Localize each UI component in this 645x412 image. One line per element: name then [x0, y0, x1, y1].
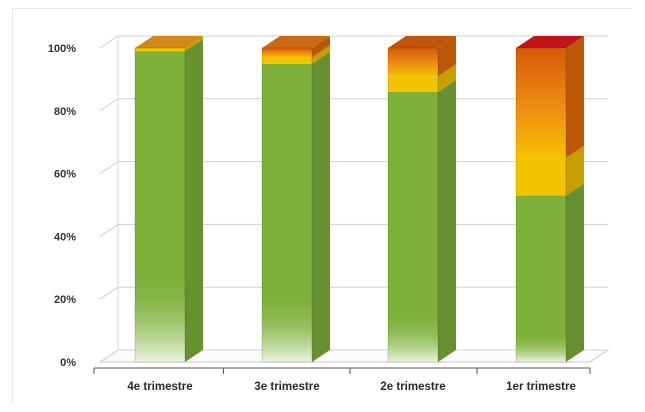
bar-segment-side: [312, 45, 330, 64]
bar-segment-side: [312, 51, 330, 362]
y-tick-label: 80%: [54, 106, 76, 118]
bar-segment: [516, 48, 566, 158]
bar-segment-side: [566, 145, 584, 196]
y-tick-label: 100%: [48, 43, 76, 55]
bar-top: [516, 36, 584, 48]
bar-segment-highlight: [516, 332, 566, 362]
bar-segment-side: [438, 64, 456, 92]
x-tick-label: 1er trimestre: [506, 381, 576, 393]
label-layer: 4e trimestre 3e trimestre 2e trimestre 1er …: [127, 381, 575, 393]
bar-outline: [387, 47, 439, 363]
gridline-depth: [99, 223, 119, 237]
bar-segment-highlight: [135, 272, 185, 362]
bar-outline: [134, 47, 186, 363]
y-tick-label: 60%: [54, 169, 76, 181]
bar-outline: [261, 47, 313, 363]
gridline-depth: [99, 161, 119, 175]
bar-segment-side: [185, 36, 203, 52]
bar-group: [261, 36, 330, 363]
bar-segment: [262, 48, 312, 58]
bar-segment: [135, 48, 185, 52]
bar-segment: [388, 48, 438, 77]
axis-layer: 0% 20% 40% 60% 80% 100%: [48, 43, 591, 374]
x-tick-label: 2e trimestre: [380, 381, 445, 393]
bar-segment: [516, 157, 566, 196]
x-tick-label: 3e trimestre: [254, 381, 319, 393]
bar-top: [262, 36, 330, 48]
bar-group: [134, 36, 203, 363]
bar-segment-side: [566, 183, 584, 362]
bars-layer: [134, 36, 584, 363]
gridline-depth: [99, 35, 119, 49]
bar-segment-side: [185, 39, 203, 362]
bar-segment-highlight: [262, 292, 312, 362]
bar-top: [135, 36, 203, 48]
gridline-depth: [99, 349, 119, 363]
bar-segment-side: [438, 79, 456, 363]
bar-segment: [262, 57, 312, 64]
bar-outline: [515, 47, 567, 363]
bar-group: [515, 36, 584, 363]
gridline-depth: [99, 286, 119, 300]
bar-top: [388, 36, 456, 48]
y-tick-label: 20%: [54, 294, 76, 306]
bar-segment-side: [312, 36, 330, 58]
bar-segment-side: [438, 36, 456, 77]
bar-segment-side: [566, 36, 584, 158]
y-tick-label: 40%: [54, 231, 76, 243]
y-tick-label: 0%: [60, 357, 76, 369]
bar-segment: [388, 76, 438, 92]
gridline-depth: [99, 98, 119, 112]
bar-segment-highlight: [388, 312, 438, 362]
x-tick-label: 4e trimestre: [127, 381, 192, 393]
bar-group: [387, 36, 456, 363]
